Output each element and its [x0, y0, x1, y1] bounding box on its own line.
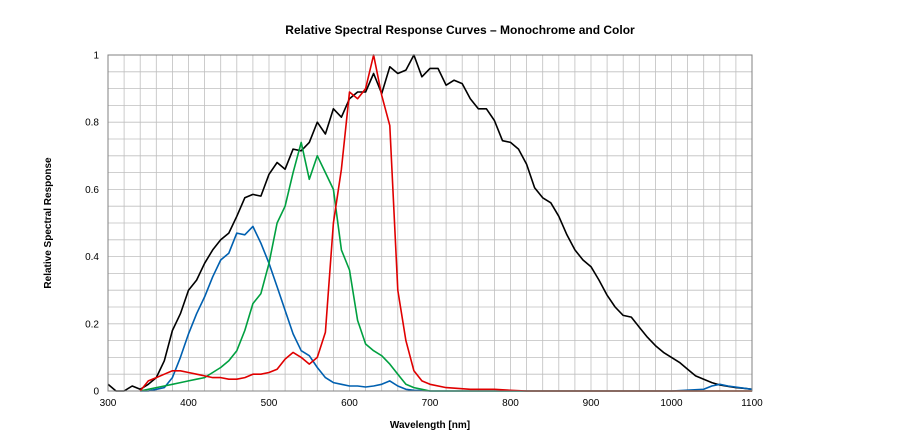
- plot-area: [107, 54, 753, 392]
- x-tick-label: 900: [583, 398, 600, 409]
- x-tick-label: 300: [100, 398, 117, 409]
- y-tick-label: 0.6: [85, 185, 99, 196]
- y-tick-label: 0: [93, 387, 99, 398]
- x-tick-label: 800: [502, 398, 519, 409]
- x-axis-label: Wavelength [nm]: [390, 420, 470, 431]
- y-tick-label: 0.2: [85, 319, 99, 330]
- x-tick-label: 700: [422, 398, 439, 409]
- y-tick-label: 0.8: [85, 118, 99, 129]
- series-line-4: [139, 54, 752, 392]
- x-axis-ticks: 300 400 500 600 700 800 900 1000 1100: [100, 398, 764, 409]
- y-axis-label: Relative Spectral Response: [43, 157, 54, 289]
- x-tick-label: 1000: [660, 398, 683, 409]
- chart-title: Relative Spectral Response Curves – Mono…: [285, 23, 635, 37]
- series-line-3: [140, 141, 752, 392]
- series-line-1: [107, 54, 753, 392]
- x-tick-label: 600: [341, 398, 358, 409]
- y-tick-label: 1: [93, 51, 99, 62]
- x-tick-label: 500: [261, 398, 278, 409]
- x-tick-label: 400: [180, 398, 197, 409]
- x-tick-label: 1100: [741, 398, 763, 409]
- y-axis-ticks: 0 0.2 0.4 0.6 0.8 1: [85, 51, 99, 398]
- grid-lines: [107, 54, 753, 392]
- y-tick-label: 0.4: [85, 252, 99, 263]
